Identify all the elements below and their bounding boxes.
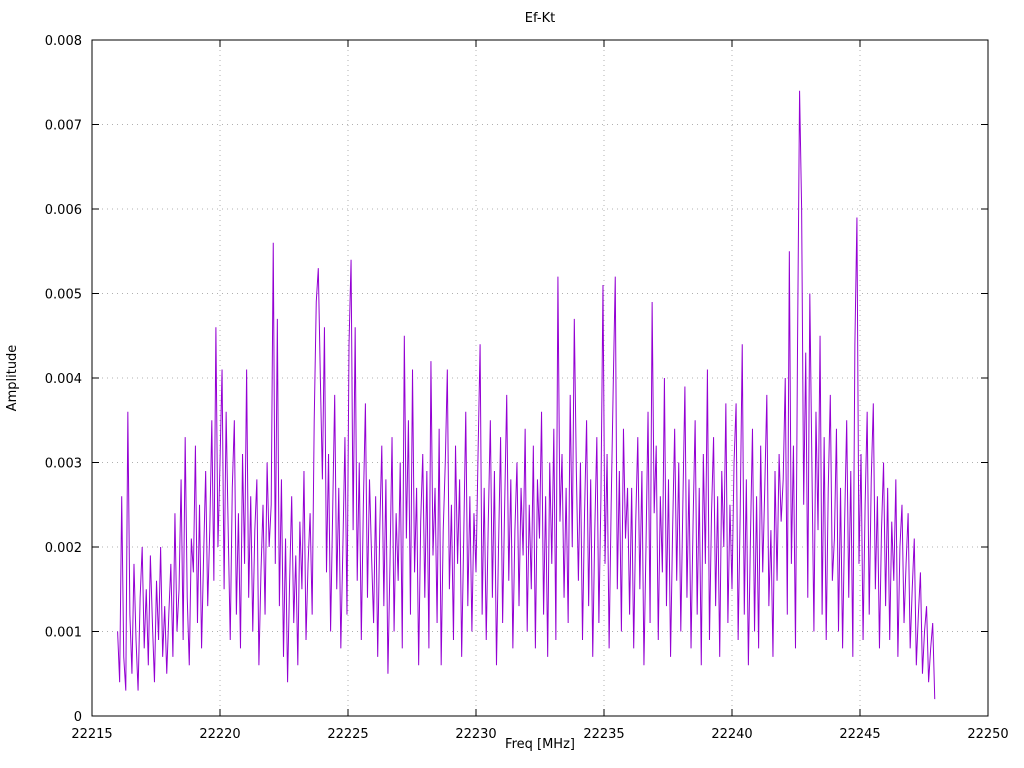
x-tick-label: 22220 [199,727,240,742]
x-tick-label: 22235 [583,727,624,742]
y-tick-label: 0.001 [45,626,82,641]
x-tick-label: 22230 [455,727,496,742]
x-axis-label: Freq [MHz] [505,737,575,752]
y-tick-label: 0.003 [45,457,82,472]
x-tick-label: 22215 [71,727,112,742]
x-tick-label: 22250 [967,727,1008,742]
y-tick-label: 0.006 [45,203,82,218]
tick-marks [91,39,989,717]
y-tick-label: 0.004 [45,372,82,387]
x-tick-label: 22240 [711,727,752,742]
series-line [117,90,936,700]
y-tick-label: 0.008 [45,34,82,49]
tick-labels: 22215 22220 22225 22230 22235 22240 22245 22250… [45,34,1009,742]
x-tick-label: 22225 [327,727,368,742]
spectrum-trace [117,90,936,700]
y-tick-label: 0.005 [45,288,82,303]
y-tick-label: 0.007 [45,119,82,134]
y-axis-label: Amplitude [5,345,20,412]
chart-title: Ef-Kt [525,11,555,26]
y-tick-label: 0 [74,710,82,725]
y-tick-label: 0.002 [45,541,82,556]
x-tick-label: 22245 [839,727,880,742]
